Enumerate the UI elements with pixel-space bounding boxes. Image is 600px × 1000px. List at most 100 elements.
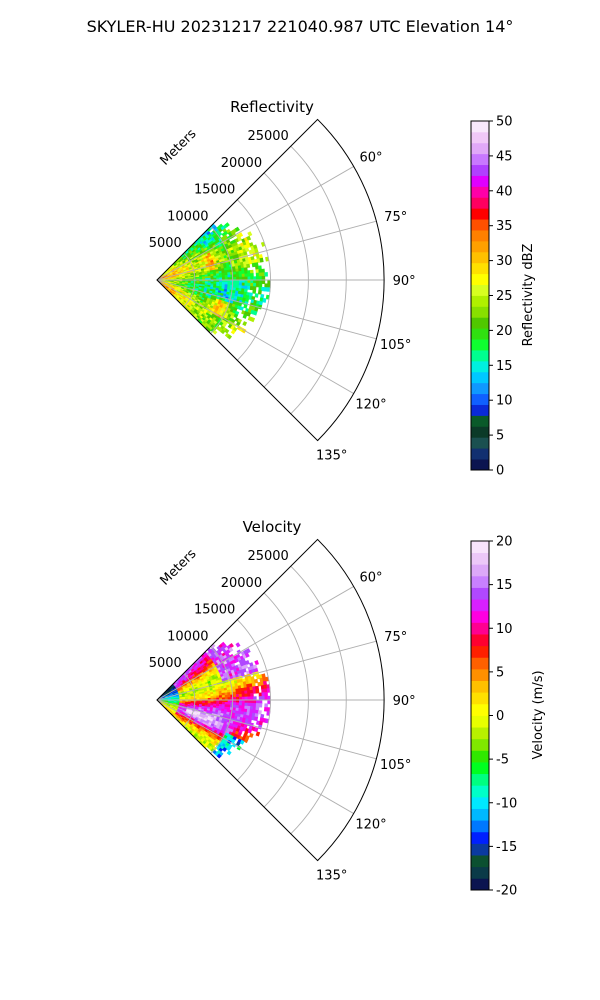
radar-gate <box>250 317 256 323</box>
panel-title: Reflectivity <box>230 98 314 116</box>
colorbar-segment <box>471 339 489 351</box>
radar-gate <box>249 732 254 738</box>
radar-gate <box>244 699 249 704</box>
colorbar-tick-label: -5 <box>496 753 509 768</box>
radar-gate <box>244 276 249 281</box>
radar-gate <box>254 727 259 733</box>
radar-gate <box>228 647 234 653</box>
colorbar-segment <box>471 219 489 231</box>
radar-gate <box>258 696 263 701</box>
radar-gate <box>264 695 269 701</box>
radar-gate <box>244 279 249 284</box>
radar-gate <box>250 276 254 281</box>
radar-gate <box>257 265 262 270</box>
colorbar-segment <box>471 622 489 635</box>
radar-gate <box>255 685 260 691</box>
colorbar-segment <box>471 197 489 209</box>
azimuth-tick-label: 75° <box>384 210 407 225</box>
colorbar-tick-label: 10 <box>496 394 513 409</box>
colorbar-tick-label: 20 <box>496 324 513 339</box>
radar-gate <box>216 753 222 759</box>
radar-gate <box>230 329 236 335</box>
colorbar-segment <box>471 668 489 681</box>
radar-gate <box>247 696 252 701</box>
radar-gate <box>244 696 249 701</box>
colorbar-segment <box>471 610 489 623</box>
colorbar-tick-label: -10 <box>496 796 517 811</box>
radar-gate <box>245 648 251 654</box>
radar-gate <box>242 321 248 327</box>
radar-gate <box>258 699 263 704</box>
radial-axis-label: Meters <box>158 126 200 168</box>
colorbar-segment <box>471 448 489 460</box>
radar-gate <box>253 279 257 284</box>
radar-gate <box>238 693 243 698</box>
radial-tick-label: 10000 <box>167 210 208 225</box>
radar-gate <box>247 699 252 704</box>
velocity-panel: Velocity 5000 10000 15000 20000 25000 60° 75° 9… <box>149 518 546 899</box>
colorbar-segment <box>471 750 489 763</box>
colorbar-segment <box>471 393 489 405</box>
radar-gate <box>247 273 251 278</box>
radial-axis-label: Meters <box>158 546 200 588</box>
colorbar-segment <box>471 382 489 395</box>
radar-gate <box>259 257 264 263</box>
colorbar-segment <box>471 680 489 693</box>
colorbar-segment <box>471 703 489 716</box>
colorbar-segment <box>471 773 489 786</box>
colorbar-tick-label: 45 <box>496 149 513 164</box>
colorbar-segment <box>471 251 489 264</box>
colorbar-segment <box>471 645 489 658</box>
colorbar-segment <box>471 153 489 166</box>
radar-gate <box>258 276 263 281</box>
colorbar-segment <box>471 762 489 775</box>
radar-gate <box>236 745 242 751</box>
azimuth-gridline <box>156 220 377 281</box>
azimuth-gridline <box>156 640 377 701</box>
radial-tick-label: 20000 <box>221 156 262 171</box>
radar-gate <box>258 703 263 708</box>
azimuth-tick-label: 90° <box>393 274 416 289</box>
radar-gate <box>241 328 247 334</box>
colorbar: 0 5 10 15 20 25 30 35 40 45 50 <box>470 115 513 479</box>
colorbar-segment <box>471 843 489 856</box>
radar-gate <box>255 279 260 284</box>
azimuth-tick-label: 90° <box>393 694 416 709</box>
colorbar-tick-label: 5 <box>496 429 504 444</box>
radar-gate <box>257 290 262 295</box>
colorbar-segment <box>471 164 489 176</box>
radar-gate <box>246 311 251 317</box>
radar-gate <box>250 696 254 701</box>
radar-gate <box>247 728 253 734</box>
radar-gate <box>264 692 268 697</box>
sector-frame <box>156 118 385 442</box>
radar-gate <box>255 706 260 711</box>
radar-gate <box>239 739 245 745</box>
radar-gate <box>243 304 248 309</box>
colorbar-tick-label: 25 <box>496 289 513 304</box>
azimuth-tick-label: 135° <box>316 869 347 884</box>
colorbar-label: Reflectivity dBZ <box>521 244 536 347</box>
colorbar-segment <box>471 262 489 275</box>
azimuth-gridline <box>156 586 354 701</box>
radar-gate <box>224 222 230 228</box>
radar-gate <box>254 293 259 298</box>
colorbar-tick-label: 15 <box>496 578 513 593</box>
radar-gate <box>241 693 246 698</box>
radar-gate <box>233 274 237 278</box>
colorbar-segment <box>471 785 489 798</box>
radar-gate <box>247 702 251 707</box>
radar-gate <box>253 276 257 281</box>
radar-gate <box>226 750 232 756</box>
plot-area: 5000 10000 15000 20000 25000 60° 75° 90° 105° 120… <box>149 118 416 464</box>
radar-gate <box>255 276 260 281</box>
colorbar-segment <box>471 878 489 891</box>
colorbar-segment <box>471 587 489 600</box>
radar-gate <box>234 226 240 232</box>
radar-gate <box>247 231 253 237</box>
colorbar-segment <box>471 306 489 318</box>
radial-tick-label: 5000 <box>149 236 182 251</box>
radar-gate <box>247 276 252 281</box>
colorbar-tick-label: -20 <box>496 884 517 899</box>
suptitle: SKYLER-HU 20231217 221040.987 UTC Elevat… <box>87 17 514 36</box>
